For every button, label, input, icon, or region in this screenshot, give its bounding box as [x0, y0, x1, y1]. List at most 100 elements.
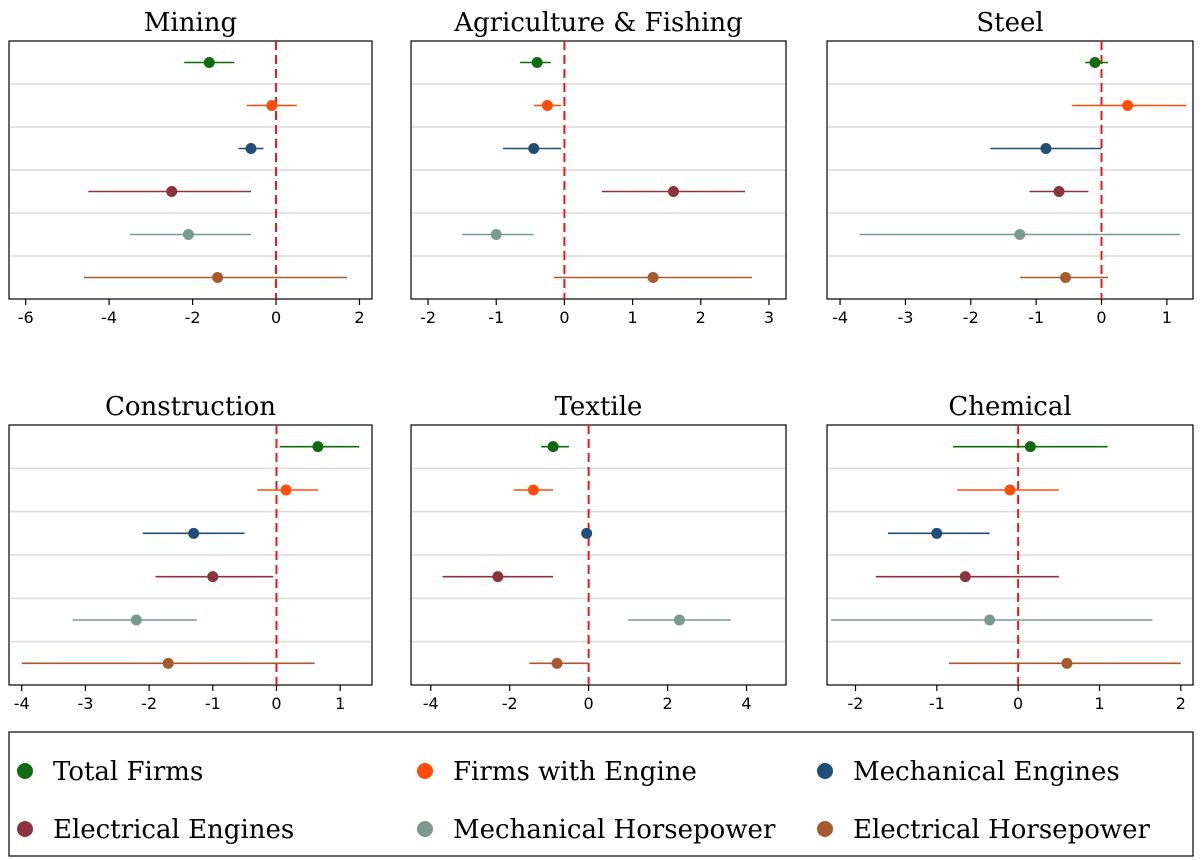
x-tick-label: -1	[205, 694, 221, 713]
panels-group: Mining -6 -4 -2 0 2 Agriculture & Fishing -2 -1 0…	[8, 8, 1194, 713]
legend-label: Mechanical Horsepower	[453, 815, 776, 845]
x-tick-label: -2	[185, 308, 201, 327]
x-tick-label: 1	[1094, 694, 1104, 713]
point-electrical-horsepower	[162, 657, 174, 669]
x-tick-label: 2	[354, 308, 364, 327]
legend-marker	[817, 763, 833, 779]
panel-title: Agriculture & Fishing	[453, 8, 743, 38]
x-tick-label: -6	[18, 308, 34, 327]
legend-label: Mechanical Engines	[853, 757, 1120, 787]
panel-title: Textile	[555, 392, 643, 422]
panel-title: Construction	[105, 392, 276, 422]
point-electrical-horsepower	[1060, 272, 1072, 283]
point-electrical-engines	[959, 571, 971, 583]
legend-box	[8, 731, 1194, 857]
legend-item-mechanical-horsepower: Mechanical Horsepower	[417, 815, 776, 845]
x-tick-label: 0	[1096, 308, 1106, 327]
x-tick-label: -3	[897, 308, 913, 327]
point-mechanical-horsepower	[182, 229, 194, 240]
x-tick-label: 1	[1162, 308, 1172, 327]
point-firms-with-engine	[1122, 100, 1134, 111]
legend-item-mechanical-engines: Mechanical Engines	[817, 757, 1120, 787]
legend-label: Total Firms	[53, 757, 203, 787]
panel-agriculture-and-fishing: Agriculture & Fishing -2 -1 0 1 2 3	[410, 8, 787, 327]
x-tick-label: 2	[696, 308, 706, 327]
legend: Total Firms Firms with Engine Mechanical E…	[8, 731, 1194, 857]
point-electrical-horsepower	[1061, 657, 1073, 669]
x-tick-label: 2	[1176, 694, 1186, 713]
x-tick-label: -4	[423, 694, 439, 713]
point-electrical-engines	[492, 571, 504, 583]
legend-item-firms-with-engine: Firms with Engine	[417, 757, 697, 787]
legend-marker	[417, 763, 433, 779]
x-tick-label: 1	[335, 694, 345, 713]
point-total-firms	[1024, 441, 1036, 453]
panel-chemical: Chemical -2 -1 0 1 2	[826, 392, 1194, 713]
x-tick-label: -2	[847, 694, 863, 713]
x-tick-label: 4	[741, 694, 751, 713]
x-tick-label: -2	[502, 694, 518, 713]
point-firms-with-engine	[1004, 484, 1016, 496]
legend-marker	[17, 821, 33, 837]
legend-marker	[817, 821, 833, 837]
point-mechanical-horsepower	[984, 614, 996, 626]
point-electrical-engines	[1053, 186, 1065, 197]
x-tick-label: 1	[627, 308, 637, 327]
legend-label: Electrical Horsepower	[853, 815, 1151, 845]
x-tick-label: -4	[14, 694, 30, 713]
x-tick-label: 0	[271, 308, 281, 327]
legend-label: Electrical Engines	[53, 815, 294, 845]
point-mechanical-engines	[1040, 143, 1052, 154]
point-mechanical-engines	[581, 527, 593, 539]
x-tick-label: 0	[1013, 694, 1023, 713]
x-tick-label: 0	[559, 308, 569, 327]
legend-item-total-firms: Total Firms	[17, 757, 203, 787]
x-tick-label: -3	[77, 694, 93, 713]
legend-item-electrical-horsepower: Electrical Horsepower	[817, 815, 1151, 845]
point-firms-with-engine	[541, 100, 553, 111]
point-electrical-horsepower	[647, 272, 659, 283]
point-electrical-engines	[166, 186, 178, 197]
x-tick-label: -1	[1028, 308, 1044, 327]
x-tick-label: -4	[832, 308, 848, 327]
x-tick-label: -1	[929, 694, 945, 713]
legend-item-electrical-engines: Electrical Engines	[17, 815, 294, 845]
x-tick-label: 0	[271, 694, 281, 713]
point-electrical-engines	[668, 186, 679, 197]
point-electrical-horsepower	[551, 657, 563, 669]
point-mechanical-horsepower	[490, 229, 502, 240]
point-mechanical-horsepower	[673, 614, 685, 626]
panel-construction: Construction -4 -3 -2 -1 0 1	[8, 392, 373, 713]
x-tick-label: 0	[584, 694, 594, 713]
x-tick-label: -2	[963, 308, 979, 327]
panel-textile: Textile -4 -2 0 2 4	[410, 392, 787, 713]
x-tick-label: -2	[141, 694, 157, 713]
point-firms-with-engine	[266, 100, 278, 111]
point-mechanical-engines	[931, 527, 943, 539]
x-tick-label: -4	[101, 308, 117, 327]
point-mechanical-horsepower	[130, 614, 142, 626]
point-total-firms	[547, 441, 559, 453]
x-tick-label: -1	[488, 308, 504, 327]
point-total-firms	[531, 57, 543, 68]
point-total-firms	[1089, 57, 1101, 68]
point-mechanical-horsepower	[1014, 229, 1026, 240]
panel-mining: Mining -6 -4 -2 0 2	[8, 8, 373, 327]
point-total-firms	[203, 57, 215, 68]
legend-marker	[17, 763, 33, 779]
panel-steel: Steel -4 -3 -2 -1 0 1	[826, 8, 1194, 327]
point-electrical-engines	[207, 571, 219, 583]
x-tick-label: 3	[764, 308, 774, 327]
point-total-firms	[312, 441, 324, 453]
panel-title: Chemical	[948, 392, 1071, 422]
point-mechanical-engines	[528, 143, 540, 154]
point-mechanical-engines	[245, 143, 257, 154]
point-electrical-horsepower	[212, 272, 224, 283]
panel-title: Mining	[144, 8, 237, 38]
x-tick-label: -2	[420, 308, 436, 327]
x-tick-label: 2	[662, 694, 672, 713]
point-firms-with-engine	[280, 484, 292, 496]
legend-marker	[417, 821, 433, 837]
panel-title: Steel	[976, 8, 1043, 38]
